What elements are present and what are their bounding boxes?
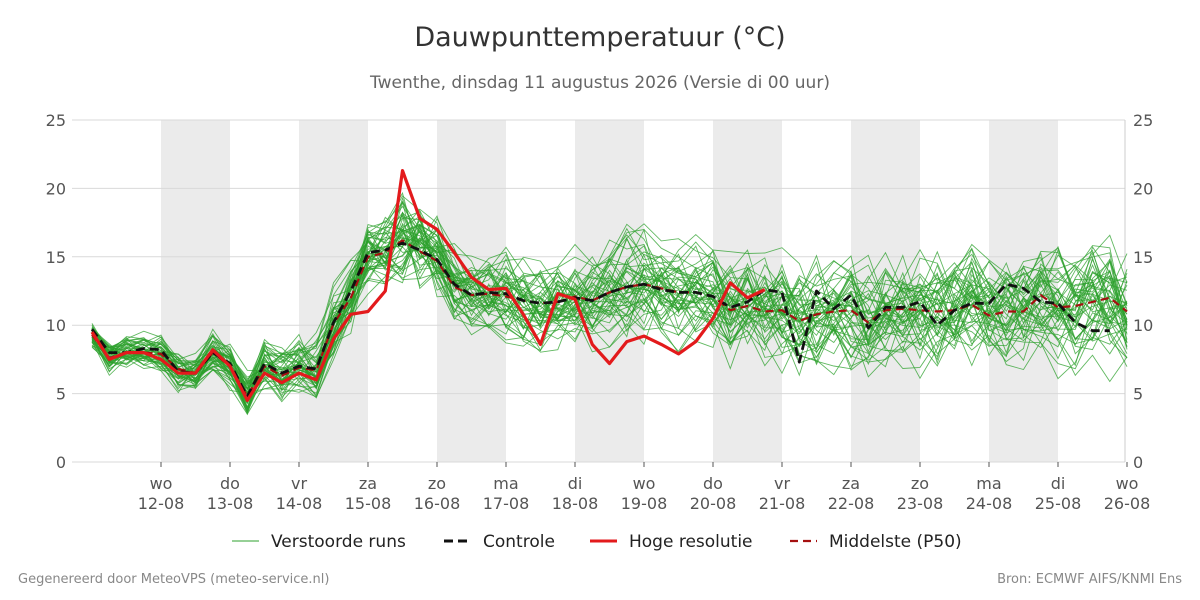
ensemble-member-line xyxy=(91,219,1128,400)
x-tick-day: ma xyxy=(976,474,1001,493)
x-tick-day: di xyxy=(1051,474,1066,493)
x-tick-date: 17-08 xyxy=(483,494,530,513)
series-line-hoge-resolutie xyxy=(90,169,766,402)
y-tick-label: 25 xyxy=(1133,111,1153,130)
x-tick-day: wo xyxy=(633,474,656,493)
x-tick-date: 13-08 xyxy=(207,494,254,513)
footer-source: Bron: ECMWF AIFS/KNMI Ens xyxy=(997,572,1182,587)
ensemble-member-line xyxy=(91,223,1128,404)
y-tick-label: 20 xyxy=(46,179,66,198)
x-tick-date: 15-08 xyxy=(345,494,392,513)
y-tick-label: 5 xyxy=(1133,385,1143,404)
x-tick-day: wo xyxy=(1116,474,1139,493)
x-tick-day: do xyxy=(220,474,240,493)
x-tick-date: 22-08 xyxy=(828,494,875,513)
y-tick-label: 5 xyxy=(56,385,66,404)
ensemble-lines xyxy=(91,191,1128,416)
x-tick-date: 21-08 xyxy=(759,494,806,513)
weekend-band xyxy=(299,120,368,462)
y-axis-left: 0 5 10 15 20 25 xyxy=(46,111,66,472)
x-tick-day: do xyxy=(703,474,723,493)
main-series xyxy=(90,169,1128,402)
legend-label: Middelste (P50) xyxy=(829,532,962,552)
weekend-bands xyxy=(161,120,1058,462)
x-tick-date: 14-08 xyxy=(276,494,323,513)
x-tick-day: zo xyxy=(911,474,929,493)
ensemble-member-line xyxy=(91,195,1128,382)
ensemble-member-line xyxy=(91,228,1128,390)
x-tick-date: 18-08 xyxy=(552,494,599,513)
ensemble-member-line xyxy=(91,215,1128,392)
y-tick-label: 0 xyxy=(1133,453,1143,472)
x-tick-day: vr xyxy=(774,474,790,493)
ensemble-member-line xyxy=(91,237,1128,394)
ensemble-member-line xyxy=(91,228,1128,390)
x-tick-day: zo xyxy=(428,474,446,493)
legend-label: Controle xyxy=(483,532,555,552)
x-tick-date: 25-08 xyxy=(1035,494,1082,513)
x-tick-day: wo xyxy=(150,474,173,493)
x-tick-day: di xyxy=(568,474,583,493)
series-line-controle xyxy=(90,241,1110,398)
y-tick-label: 0 xyxy=(56,453,66,472)
x-tick-day: ma xyxy=(493,474,518,493)
y-tick-label: 20 xyxy=(1133,179,1153,198)
y-tick-label: 10 xyxy=(1133,316,1153,335)
x-tick-date: 19-08 xyxy=(621,494,668,513)
x-tick-day: vr xyxy=(291,474,307,493)
y-tick-label: 15 xyxy=(1133,248,1153,267)
weekend-band xyxy=(161,120,230,462)
x-tick-date: 24-08 xyxy=(966,494,1013,513)
ensemble-member-line xyxy=(91,196,1128,397)
chart-title: Dauwpunttemperatuur (°C) xyxy=(414,22,786,53)
x-tick-date: 26-08 xyxy=(1104,494,1151,513)
x-tick-day: za xyxy=(842,474,860,493)
x-tick-date: 23-08 xyxy=(897,494,944,513)
footer-generator: Gegenereerd door MeteoVPS (meteo-service… xyxy=(18,572,330,587)
x-tick-day: za xyxy=(359,474,377,493)
chart-subtitle: Twenthe, dinsdag 11 augustus 2026 (Versi… xyxy=(370,73,830,93)
ensemble-member-line xyxy=(91,213,1128,409)
y-tick-label: 15 xyxy=(46,248,66,267)
x-tick-date: 20-08 xyxy=(690,494,737,513)
y-axis-right: 0 5 10 15 20 25 xyxy=(1133,111,1153,472)
legend: Verstoorde runs Controle Hoge resolutie Mid… xyxy=(232,532,962,552)
x-tick-date: 16-08 xyxy=(414,494,461,513)
y-tick-label: 25 xyxy=(46,111,66,130)
ensemble-member-line xyxy=(91,225,1128,405)
legend-label: Hoge resolutie xyxy=(629,532,753,552)
y-tick-label: 10 xyxy=(46,316,66,335)
x-axis: wo12-08do13-08vr14-08za15-08zo16-08ma17-… xyxy=(138,462,1151,513)
legend-label: Verstoorde runs xyxy=(271,532,406,552)
x-tick-date: 12-08 xyxy=(138,494,185,513)
